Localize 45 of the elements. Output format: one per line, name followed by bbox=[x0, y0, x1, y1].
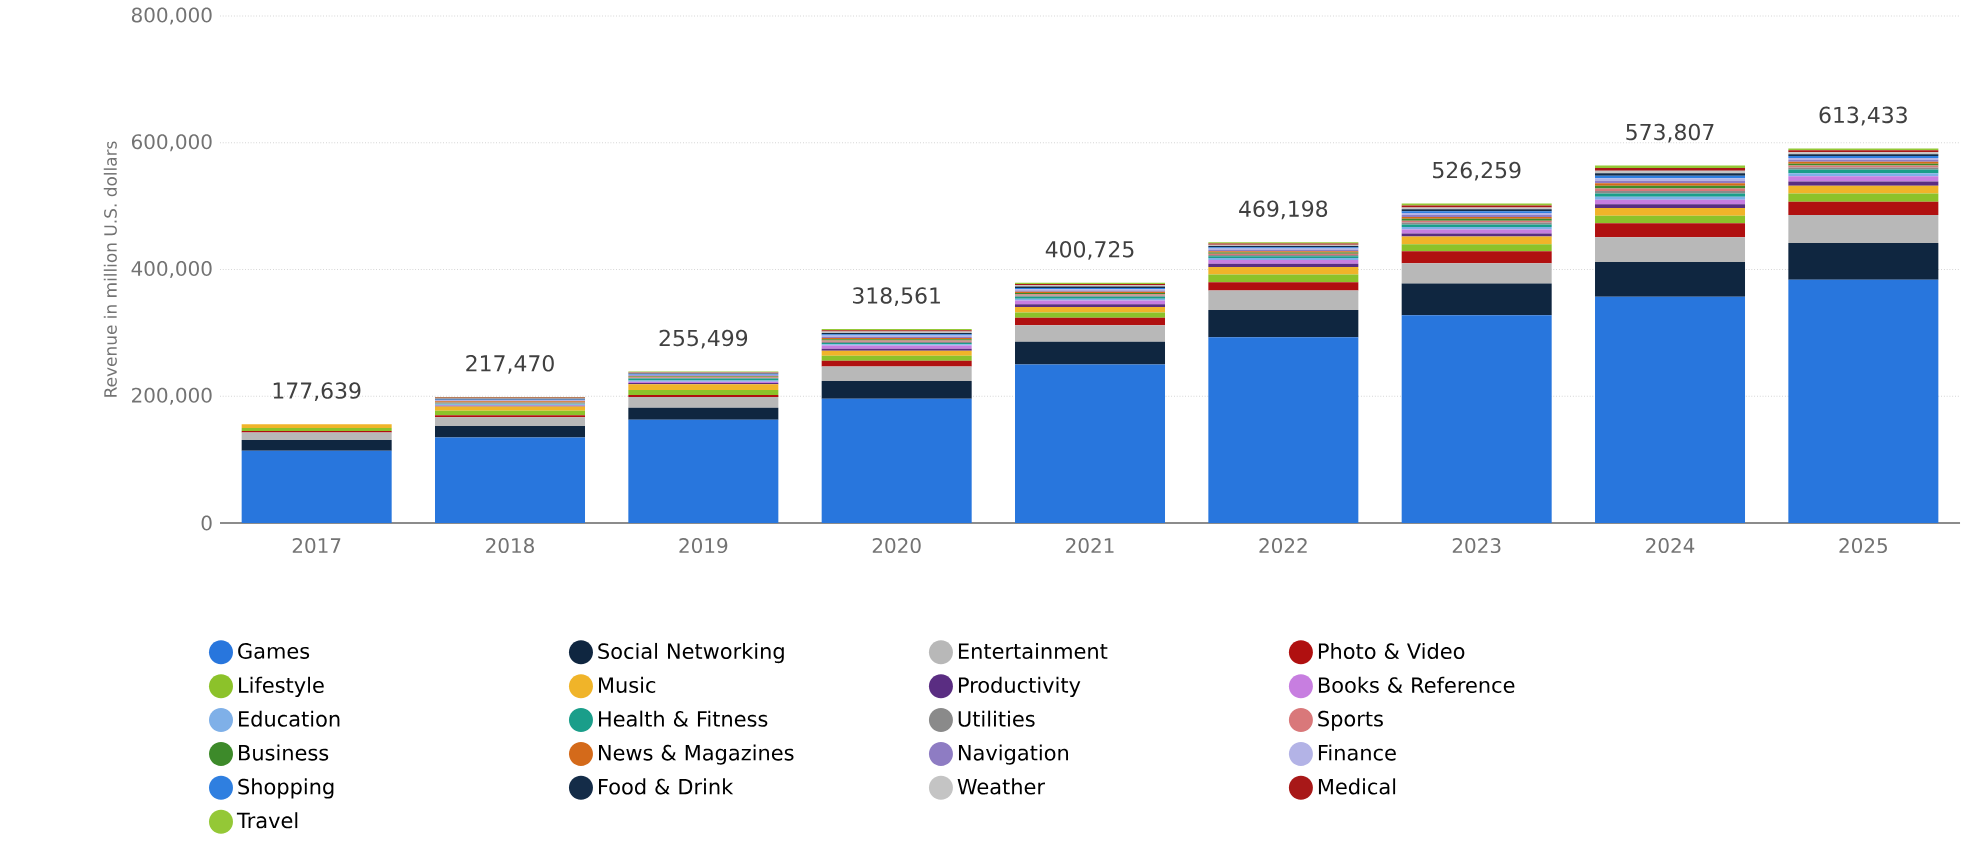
legend-label: Lifestyle bbox=[239, 676, 324, 698]
x-tick-label: 2017 bbox=[292, 538, 341, 554]
annotation: 255,499 bbox=[659, 329, 748, 349]
annotation: 469,198 bbox=[1239, 200, 1328, 220]
y-tick-label: 800,000 bbox=[131, 7, 212, 25]
legend-label: Entertainment bbox=[958, 642, 1108, 660]
y-tick-label: 200,000 bbox=[132, 387, 212, 405]
legend-label: Food & Drink bbox=[599, 778, 734, 795]
legend-label: Music bbox=[599, 676, 656, 693]
y-axis-title: Revenue in million U.S. dollars bbox=[103, 141, 117, 397]
legend-label: Books & Reference bbox=[1318, 676, 1515, 693]
annotation: 400,725 bbox=[1045, 240, 1134, 260]
x-tick-label: 2025 bbox=[1839, 538, 1887, 554]
legend-label: Utilities bbox=[958, 710, 1035, 727]
legend-label: Education bbox=[239, 710, 340, 727]
x-tick-label: 2024 bbox=[1646, 538, 1695, 554]
y-tick-label: 600,000 bbox=[131, 134, 212, 152]
legend-label: News & Magazines bbox=[599, 744, 794, 765]
x-tick-label: 2021 bbox=[1066, 538, 1114, 554]
legend-label: Travel bbox=[236, 812, 298, 829]
legend-label: Games bbox=[238, 643, 310, 659]
legend-label: Productivity bbox=[958, 676, 1081, 698]
annotation: 217,470 bbox=[466, 355, 554, 374]
legend-label: Photo & Video bbox=[1318, 642, 1465, 660]
legend-label: Weather bbox=[957, 778, 1046, 795]
legend-label: Finance bbox=[1318, 744, 1396, 761]
legend-label: Shopping bbox=[238, 778, 334, 799]
annotation: 573,807 bbox=[1626, 123, 1714, 143]
x-tick-label: 2018 bbox=[486, 538, 534, 554]
y-tick-label: 0 bbox=[201, 515, 212, 531]
annotation: 613,433 bbox=[1819, 106, 1907, 126]
legend-label: Navigation bbox=[958, 744, 1068, 765]
x-tick-label: 2019 bbox=[679, 538, 728, 554]
annotation: 177,639 bbox=[273, 382, 361, 402]
legend-label: Health & Fitness bbox=[599, 710, 768, 727]
annotation: 318,561 bbox=[853, 287, 940, 307]
legend-label: Medical bbox=[1318, 778, 1396, 795]
x-tick-label: 2020 bbox=[872, 538, 921, 554]
annotation: 526,259 bbox=[1433, 161, 1521, 181]
x-tick-label: 2023 bbox=[1452, 538, 1501, 554]
legend-label: Business bbox=[239, 744, 329, 761]
legend-label: Sports bbox=[1318, 710, 1383, 731]
x-tick-label: 2022 bbox=[1259, 538, 1307, 554]
y-tick-label: 400,000 bbox=[131, 260, 212, 279]
legend-label: Social Networking bbox=[598, 642, 784, 664]
